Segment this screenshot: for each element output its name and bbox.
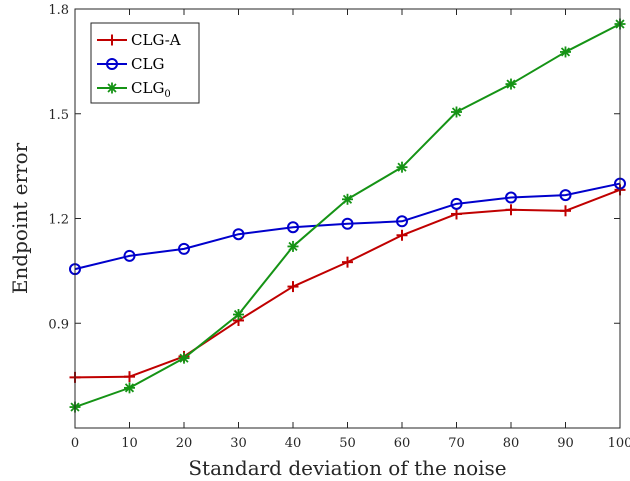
data-point	[287, 221, 299, 234]
legend-marker	[106, 34, 118, 46]
data-point	[505, 78, 517, 90]
x-tick-label: 50	[339, 436, 356, 451]
data-point	[396, 215, 408, 228]
series-layer	[69, 18, 626, 413]
data-point	[341, 217, 354, 230]
x-axis-label: Standard deviation of the noise	[188, 456, 506, 480]
data-point	[342, 193, 353, 205]
legend-marker	[106, 58, 118, 70]
legend-label: CLG-A	[131, 31, 181, 49]
x-tick-label: 60	[394, 436, 411, 451]
data-point	[451, 208, 462, 220]
data-point	[560, 205, 571, 217]
data-point	[396, 229, 408, 241]
legend-item-0: CLG-A	[97, 31, 181, 49]
y-tick-label: 0.9	[48, 317, 69, 332]
data-point	[342, 256, 353, 268]
x-tick-label: 100	[608, 436, 630, 451]
data-point	[505, 204, 517, 216]
x-tick-label: 0	[71, 436, 79, 451]
data-point	[505, 191, 517, 204]
data-point	[560, 46, 571, 58]
series-1	[69, 177, 626, 276]
data-point	[451, 106, 462, 118]
x-tick-label: 10	[121, 436, 138, 451]
series-line	[74, 182, 621, 271]
axes-layer: 0 10 20 30 40 50 60 70 80 90 100 0.9 1.2 1.5 1.8	[48, 3, 630, 451]
legend-label: CLG	[131, 55, 164, 73]
legend: CLG-A CLG CLG0	[90, 22, 200, 104]
y-tick-label: 1.8	[48, 3, 69, 18]
x-tick-label: 90	[557, 436, 574, 451]
data-point	[233, 309, 244, 321]
x-tick-label: 70	[448, 436, 465, 451]
x-tick-label: 40	[285, 436, 302, 451]
x-tick-label: 20	[176, 436, 193, 451]
y-tick-label: 1.5	[48, 108, 69, 123]
legend-item-2: CLG0	[97, 79, 171, 100]
y-tick-label: 1.2	[48, 213, 69, 228]
data-point	[178, 242, 190, 255]
legend-marker	[106, 82, 118, 94]
legend-item-1: CLG	[97, 55, 164, 73]
series-2	[69, 18, 626, 413]
x-tick-label: 80	[503, 436, 520, 451]
data-point	[559, 189, 572, 202]
x-tick-label: 30	[230, 436, 247, 451]
data-point	[287, 240, 299, 252]
legend-label: CLG0	[131, 79, 171, 100]
data-point	[232, 228, 245, 241]
data-point	[124, 382, 135, 394]
data-point	[396, 161, 408, 173]
data-point	[178, 352, 190, 364]
data-point	[124, 371, 135, 383]
y-axis-label: Endpoint error	[8, 142, 32, 294]
data-point	[123, 249, 136, 262]
data-point	[450, 197, 463, 210]
data-point	[287, 281, 299, 293]
